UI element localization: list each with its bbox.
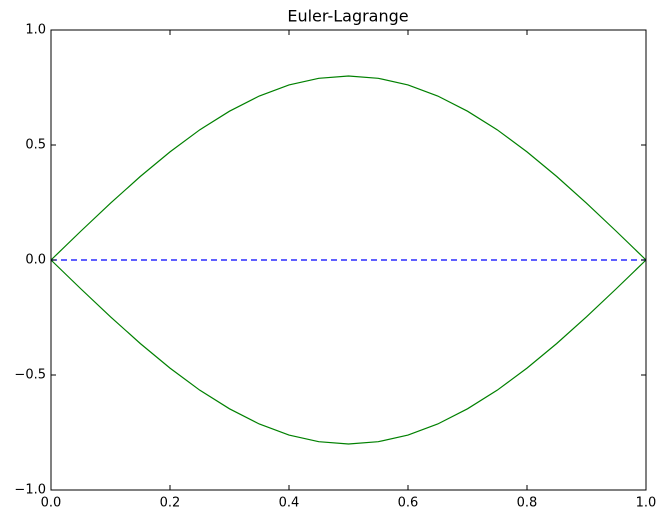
- x-tick-label: 0.8: [517, 496, 538, 511]
- y-tick-label: 0.5: [25, 138, 46, 153]
- x-tick-label: 0.0: [41, 496, 62, 511]
- x-tick-label: 1.0: [636, 496, 657, 511]
- y-tick-label: −1.0: [14, 483, 46, 498]
- y-tick-label: 1.0: [25, 23, 46, 38]
- x-tick-label: 0.4: [279, 496, 300, 511]
- line: [50, 259, 647, 445]
- x-tick-label: 0.2: [160, 496, 181, 511]
- chart-title: Euler-Lagrange: [287, 7, 408, 26]
- y-tick-label: −0.5: [14, 368, 46, 383]
- y-tick-label: 0.0: [25, 253, 46, 268]
- x-tick-label: 0.6: [398, 496, 419, 511]
- line: [50, 75, 647, 261]
